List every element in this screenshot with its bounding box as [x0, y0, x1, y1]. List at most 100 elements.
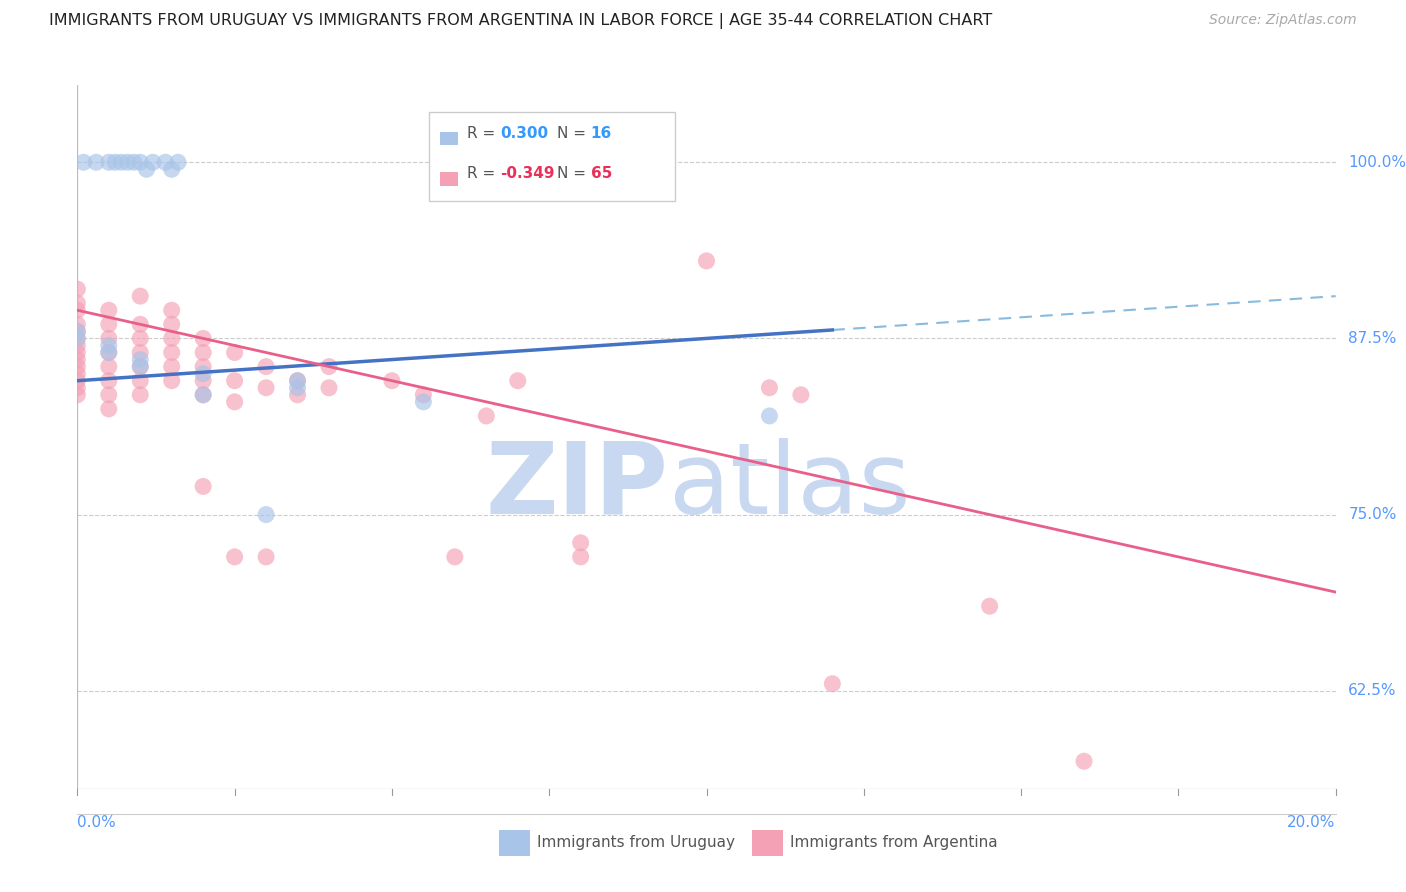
Text: Immigrants from Uruguay: Immigrants from Uruguay	[537, 836, 735, 850]
Point	[821, 677, 844, 691]
Point	[1073, 754, 1095, 768]
Point	[191, 331, 215, 345]
Point	[84, 155, 107, 169]
Point	[66, 318, 89, 332]
Point	[191, 374, 215, 388]
Point	[444, 549, 467, 564]
Text: 87.5%: 87.5%	[1348, 331, 1396, 346]
Point	[758, 409, 780, 423]
Point	[191, 479, 215, 493]
Text: R =: R =	[467, 167, 501, 181]
Point	[117, 155, 139, 169]
Point	[758, 381, 780, 395]
Point	[135, 162, 157, 177]
Text: R =: R =	[467, 127, 501, 141]
Text: 100.0%: 100.0%	[1348, 154, 1406, 169]
Text: Immigrants from Argentina: Immigrants from Argentina	[790, 836, 998, 850]
Point	[66, 325, 89, 339]
Point	[160, 318, 183, 332]
Point	[287, 381, 309, 395]
Text: 0.300: 0.300	[501, 127, 548, 141]
Point	[569, 535, 592, 549]
Point	[129, 289, 152, 303]
Point	[129, 318, 152, 332]
Point	[191, 367, 215, 381]
Point	[160, 345, 183, 359]
Text: 16: 16	[591, 127, 612, 141]
Point	[254, 508, 277, 522]
Point	[129, 388, 152, 402]
Point	[475, 409, 498, 423]
Point	[191, 359, 215, 374]
Point	[254, 359, 277, 374]
Point	[160, 162, 183, 177]
Point	[122, 155, 145, 169]
Point	[129, 345, 152, 359]
Text: N =: N =	[557, 127, 591, 141]
Point	[191, 345, 215, 359]
Point	[191, 388, 215, 402]
Point	[66, 338, 89, 352]
Point	[287, 374, 309, 388]
Point	[160, 331, 183, 345]
Point	[66, 374, 89, 388]
Point	[381, 374, 404, 388]
Text: 62.5%: 62.5%	[1348, 683, 1396, 698]
Point	[66, 282, 89, 296]
Point	[790, 388, 813, 402]
Point	[191, 388, 215, 402]
Point	[254, 381, 277, 395]
Point	[97, 359, 120, 374]
Point	[66, 296, 89, 310]
Point	[129, 359, 152, 374]
Text: atlas: atlas	[669, 438, 911, 535]
Text: 65: 65	[591, 167, 612, 181]
Point	[167, 155, 190, 169]
Point	[66, 331, 89, 345]
Point	[224, 345, 246, 359]
Point	[97, 388, 120, 402]
Point	[224, 549, 246, 564]
Point	[66, 381, 89, 395]
Text: Source: ZipAtlas.com: Source: ZipAtlas.com	[1209, 13, 1357, 28]
Point	[97, 401, 120, 416]
Point	[66, 388, 89, 402]
Point	[412, 395, 434, 409]
Point	[287, 388, 309, 402]
Point	[224, 395, 246, 409]
Point	[412, 388, 434, 402]
Point	[160, 303, 183, 318]
Point	[129, 155, 152, 169]
Point	[66, 303, 89, 318]
Point	[66, 367, 89, 381]
Text: N =: N =	[557, 167, 591, 181]
Point	[97, 331, 120, 345]
Point	[66, 359, 89, 374]
Point	[979, 599, 1001, 614]
Point	[142, 155, 165, 169]
Point	[97, 318, 120, 332]
Point	[160, 374, 183, 388]
Point	[66, 345, 89, 359]
Point	[97, 345, 120, 359]
Point	[696, 253, 718, 268]
Point	[110, 155, 132, 169]
Point	[129, 374, 152, 388]
Point	[155, 155, 177, 169]
Point	[66, 352, 89, 367]
Point	[160, 359, 183, 374]
Point	[104, 155, 127, 169]
Point	[66, 325, 89, 339]
Point	[318, 381, 340, 395]
Point	[506, 374, 529, 388]
Point	[129, 359, 152, 374]
Text: 0.0%: 0.0%	[77, 814, 117, 830]
Point	[129, 352, 152, 367]
Text: ZIP: ZIP	[486, 438, 669, 535]
Text: -0.349: -0.349	[501, 167, 555, 181]
Point	[129, 331, 152, 345]
Point	[97, 155, 120, 169]
Point	[254, 549, 277, 564]
Point	[66, 331, 89, 345]
Point	[97, 338, 120, 352]
